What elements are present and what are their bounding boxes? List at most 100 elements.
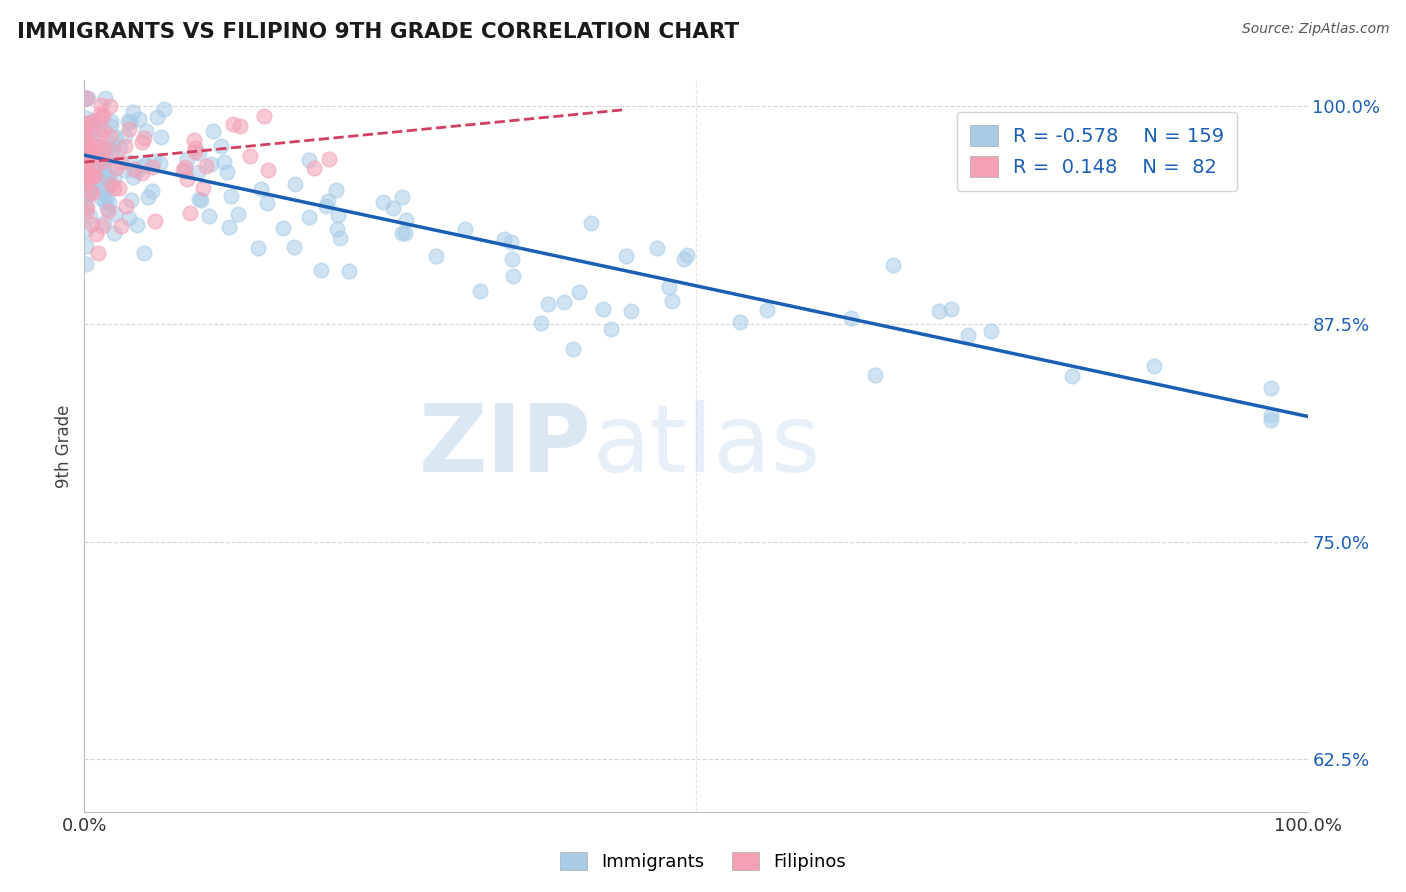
- Point: [124, 161, 146, 176]
- Point: [90, 112, 112, 126]
- Point: [200, 157, 222, 171]
- Point: [132, 131, 155, 145]
- Point: [101, 137, 124, 152]
- Point: [87, 245, 110, 260]
- Point: [79, 145, 101, 159]
- Point: [183, 133, 205, 147]
- Point: [75, 157, 97, 171]
- Point: [82, 182, 104, 196]
- Point: [75, 138, 97, 153]
- Point: [501, 252, 523, 267]
- Point: [76, 140, 98, 154]
- Point: [391, 226, 413, 240]
- Point: [284, 178, 307, 192]
- Point: [114, 128, 136, 143]
- Point: [658, 280, 681, 294]
- Point: [494, 232, 516, 246]
- Point: [86, 157, 108, 171]
- Point: [318, 153, 340, 167]
- Point: [87, 160, 110, 174]
- Point: [103, 226, 125, 240]
- Point: [97, 169, 120, 183]
- Point: [75, 127, 97, 141]
- Point: [75, 257, 97, 271]
- Point: [75, 170, 97, 185]
- Point: [118, 154, 141, 169]
- Point: [77, 177, 100, 191]
- Point: [201, 124, 224, 138]
- Point: [302, 161, 325, 175]
- Point: [93, 91, 115, 105]
- Point: [250, 182, 273, 196]
- Point: [127, 164, 149, 178]
- Point: [110, 219, 132, 234]
- Point: [76, 128, 98, 142]
- Point: [1143, 359, 1166, 373]
- Point: [326, 208, 349, 222]
- Point: [79, 209, 101, 223]
- Point: [83, 121, 105, 136]
- Point: [131, 136, 153, 150]
- Point: [122, 105, 145, 120]
- Point: [114, 139, 136, 153]
- Point: [592, 302, 614, 317]
- Point: [454, 222, 477, 236]
- Point: [89, 107, 111, 121]
- Point: [93, 149, 115, 163]
- Point: [1260, 408, 1282, 422]
- Point: [328, 231, 350, 245]
- Point: [579, 216, 602, 230]
- Point: [75, 136, 97, 150]
- Point: [118, 122, 141, 136]
- Point: [146, 110, 169, 124]
- Point: [141, 184, 163, 198]
- Point: [75, 154, 97, 169]
- Point: [190, 193, 212, 207]
- Point: [226, 207, 249, 221]
- Point: [673, 252, 696, 266]
- Point: [253, 109, 276, 123]
- Point: [131, 166, 153, 180]
- Point: [80, 150, 103, 164]
- Point: [118, 211, 141, 226]
- Point: [75, 157, 97, 171]
- Y-axis label: 9th Grade: 9th Grade: [55, 404, 73, 488]
- Point: [75, 121, 97, 136]
- Point: [110, 154, 132, 169]
- Point: [468, 284, 491, 298]
- Point: [84, 169, 107, 183]
- Point: [395, 212, 418, 227]
- Point: [676, 247, 699, 261]
- Point: [93, 216, 115, 230]
- Point: [75, 169, 97, 183]
- Point: [145, 213, 167, 227]
- Point: [561, 343, 583, 357]
- Point: [75, 91, 97, 105]
- Point: [75, 143, 97, 157]
- Point: [91, 154, 114, 169]
- Point: [187, 164, 209, 178]
- Point: [75, 204, 97, 219]
- Point: [79, 186, 101, 200]
- Point: [184, 140, 207, 154]
- Point: [75, 223, 97, 237]
- Point: [172, 162, 194, 177]
- Point: [530, 316, 553, 330]
- Point: [90, 191, 112, 205]
- Point: [77, 171, 100, 186]
- Point: [75, 122, 97, 136]
- Point: [84, 139, 107, 153]
- Point: [75, 149, 97, 163]
- Point: [89, 127, 111, 141]
- Point: [219, 189, 242, 203]
- Point: [75, 201, 97, 215]
- Point: [93, 169, 115, 183]
- Point: [600, 322, 623, 336]
- Point: [143, 153, 166, 168]
- Point: [75, 132, 97, 146]
- Point: [315, 199, 337, 213]
- Point: [91, 154, 114, 169]
- Point: [176, 171, 198, 186]
- Point: [117, 114, 139, 128]
- Point: [97, 165, 120, 179]
